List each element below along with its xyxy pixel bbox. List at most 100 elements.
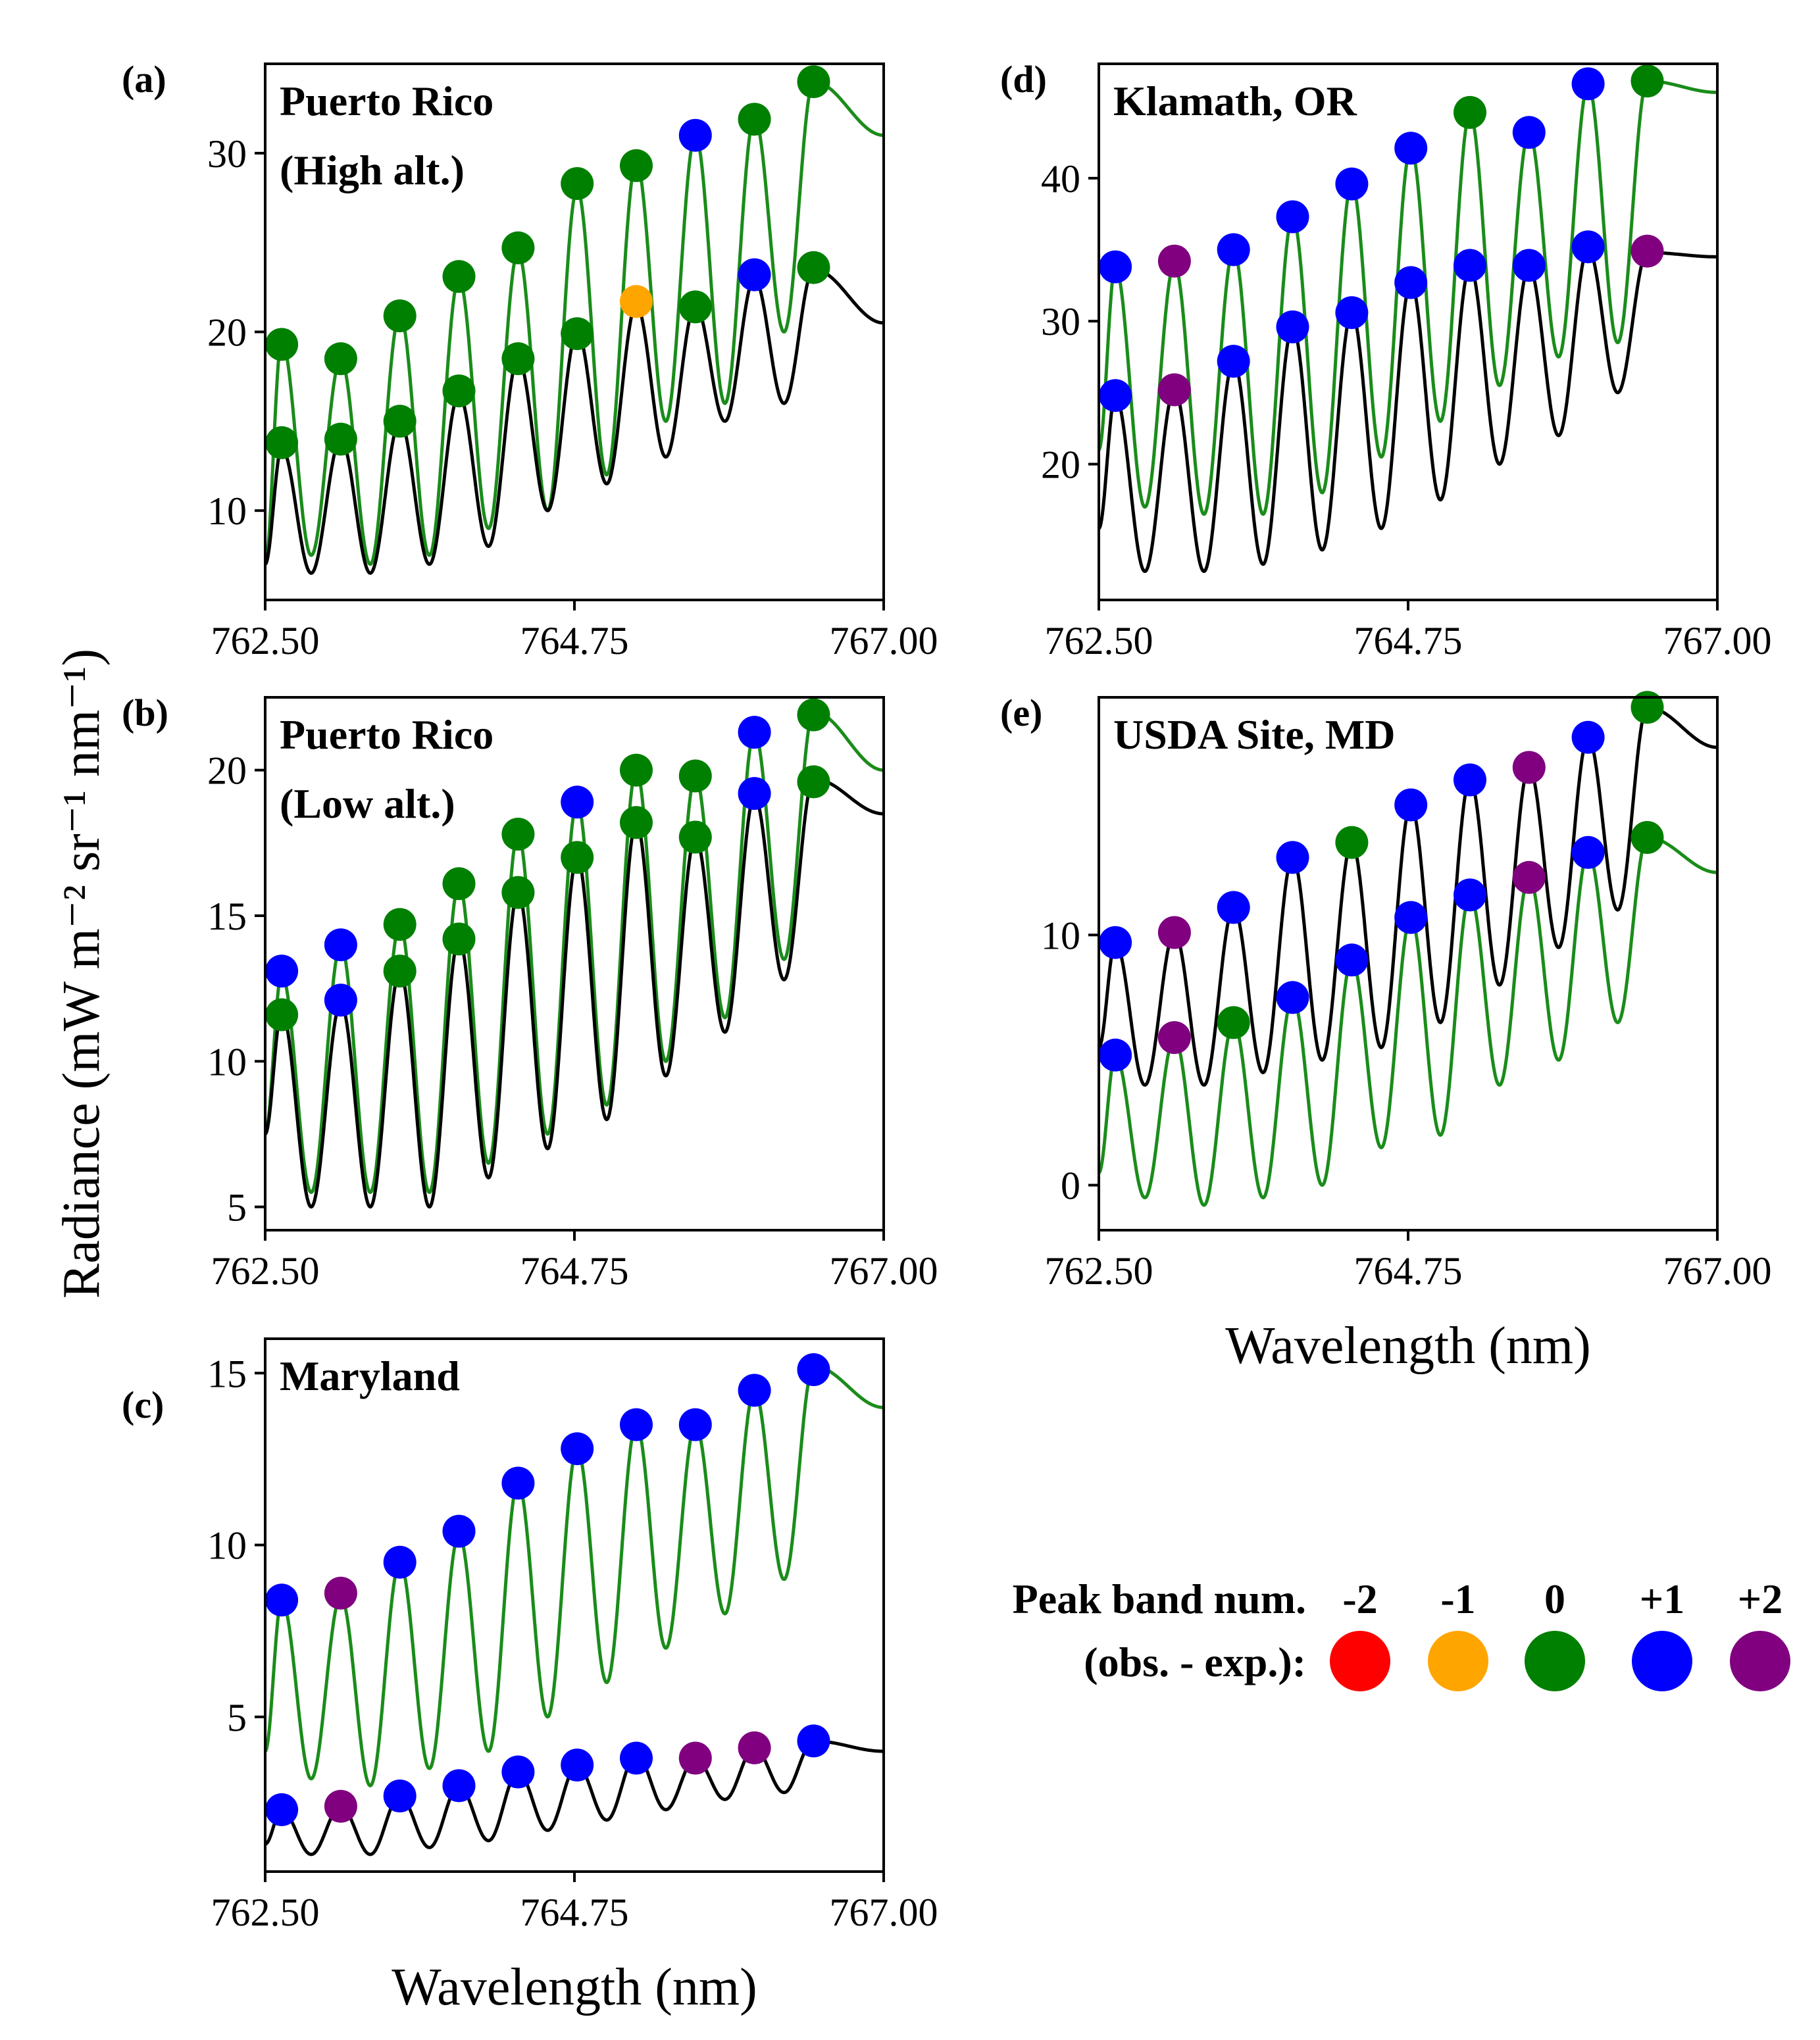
panel-letter-e: (e) xyxy=(1000,691,1042,734)
y-tick-label-e-1: 10 xyxy=(1041,914,1080,957)
panel-title-d-0: Klamath, OR xyxy=(1113,78,1357,124)
peak-marker-b-4 xyxy=(501,818,535,851)
peak-marker-c-0 xyxy=(265,1583,299,1617)
peak-marker-a-10 xyxy=(265,426,299,459)
axes-frame-c xyxy=(264,1337,885,1873)
panel-title-e-0: USDA Site, MD xyxy=(1113,711,1395,758)
panel-a: 762.50 764.75 767.00 10 20 30 (a) Puerto Rico (H… xyxy=(122,58,938,662)
y-tick-label-e-0: 0 xyxy=(1061,1164,1080,1208)
legend-label-3: +1 xyxy=(1640,1576,1684,1622)
peak-marker-b-11 xyxy=(324,983,357,1017)
peak-marker-e-9 xyxy=(1630,691,1664,724)
y-tick-label-c-1: 10 xyxy=(207,1524,247,1568)
x-tick-label-c-2: 767.00 xyxy=(830,1891,938,1934)
peak-marker-b-12 xyxy=(383,955,417,988)
peak-marker-e-14 xyxy=(1335,943,1369,977)
peak-marker-d-2 xyxy=(1217,233,1250,266)
peak-marker-d-19 xyxy=(1630,234,1664,268)
y-tick-label-b-1: 10 xyxy=(207,1040,247,1083)
y-tick-label-a-0: 10 xyxy=(207,489,247,533)
peak-marker-c-14 xyxy=(501,1755,535,1789)
peak-marker-c-11 xyxy=(324,1789,357,1823)
peak-marker-b-3 xyxy=(442,867,476,901)
peak-marker-e-10 xyxy=(1099,1038,1132,1072)
x-tick-label-e-0: 762.50 xyxy=(1045,1249,1153,1293)
x-tick-label-b-2: 767.00 xyxy=(830,1249,938,1293)
peak-marker-c-7 xyxy=(678,1408,712,1441)
peak-marker-b-9 xyxy=(797,698,830,732)
peak-marker-c-17 xyxy=(678,1741,712,1775)
panel-e: 762.50 764.75 767.00 0 10 (e) USDA Site, MD Wav… xyxy=(1000,691,1772,1375)
y-tick-label-b-3: 20 xyxy=(207,749,247,793)
peak-marker-e-3 xyxy=(1276,841,1309,874)
panel-d: 762.50 764.75 767.00 20 30 40 (d) Klamath, OR xyxy=(1000,58,1772,662)
peak-marker-c-2 xyxy=(383,1545,417,1579)
peak-marker-e-8 xyxy=(1571,720,1605,754)
legend-swatch-0 xyxy=(1330,1631,1390,1691)
peak-marker-a-0 xyxy=(265,328,299,361)
peak-marker-a-16 xyxy=(620,285,653,318)
peak-marker-b-5 xyxy=(561,785,594,819)
legend-title-line1: Peak band num. xyxy=(1013,1576,1306,1622)
peak-marker-d-17 xyxy=(1512,249,1546,282)
panel-letter-b: (b) xyxy=(122,691,168,734)
peak-marker-b-15 xyxy=(561,841,594,874)
peak-marker-d-1 xyxy=(1157,244,1191,278)
peak-marker-e-17 xyxy=(1512,860,1546,894)
peak-marker-e-1 xyxy=(1157,916,1191,949)
legend-swatch-3 xyxy=(1632,1631,1692,1691)
panel-letter-c: (c) xyxy=(122,1383,164,1426)
peak-marker-d-12 xyxy=(1217,345,1250,378)
legend-swatch-2 xyxy=(1525,1631,1585,1691)
legend-label-1: -1 xyxy=(1440,1576,1475,1622)
y-tick-label-a-1: 20 xyxy=(207,311,247,355)
peak-marker-c-19 xyxy=(797,1724,830,1758)
panel-c: 762.50 764.75 767.00 5 10 15 (c) Maryland Wavele… xyxy=(122,1337,938,2016)
peak-marker-a-15 xyxy=(561,317,594,351)
legend-label-0: -2 xyxy=(1342,1576,1377,1622)
peak-marker-d-3 xyxy=(1276,200,1309,234)
plot-area-e xyxy=(1099,705,1717,1207)
x-tick-label-a-0: 762.50 xyxy=(211,619,320,662)
x-tick-label-b-1: 764.75 xyxy=(520,1249,629,1293)
peak-marker-b-13 xyxy=(442,922,476,956)
peak-marker-c-9 xyxy=(797,1353,830,1386)
x-tick-label-a-2: 767.00 xyxy=(830,619,938,662)
peak-marker-d-5 xyxy=(1394,132,1428,165)
x-tick-label-a-1: 764.75 xyxy=(520,619,629,662)
peak-marker-d-10 xyxy=(1099,379,1132,412)
peak-marker-e-12 xyxy=(1217,1006,1250,1039)
x-tick-label-c-1: 764.75 xyxy=(520,1891,629,1934)
peak-marker-c-18 xyxy=(738,1731,771,1764)
peak-marker-d-9 xyxy=(1630,64,1664,98)
peak-marker-e-19 xyxy=(1630,821,1664,854)
y-tick-label-a-2: 30 xyxy=(207,132,247,176)
y-tick-label-d-0: 20 xyxy=(1041,443,1080,487)
peak-marker-a-19 xyxy=(797,251,830,284)
legend-label-2: 0 xyxy=(1544,1576,1565,1622)
peak-marker-a-3 xyxy=(442,260,476,293)
panel-b: 762.50 764.75 767.00 5 10 15 20 (b) Puerto Rico (… xyxy=(122,691,938,1293)
peak-marker-d-14 xyxy=(1335,296,1369,330)
peak-marker-a-1 xyxy=(324,342,357,376)
peak-marker-a-8 xyxy=(738,103,771,136)
peak-marker-e-0 xyxy=(1099,926,1132,959)
peak-marker-e-5 xyxy=(1394,788,1428,822)
peak-marker-b-2 xyxy=(383,908,417,941)
peak-marker-e-11 xyxy=(1157,1021,1191,1055)
peak-marker-c-12 xyxy=(383,1779,417,1812)
legend-swatch-1 xyxy=(1428,1631,1488,1691)
series-line-black-a xyxy=(265,267,884,575)
peak-marker-a-18 xyxy=(738,258,771,291)
peak-marker-d-0 xyxy=(1099,250,1132,284)
peak-marker-a-7 xyxy=(678,118,712,152)
peak-marker-b-14 xyxy=(501,876,535,909)
x-tick-label-d-0: 762.50 xyxy=(1045,619,1153,662)
panel-title-c-0: Maryland xyxy=(280,1353,460,1399)
peak-marker-d-6 xyxy=(1453,95,1486,129)
panel-title-a-0: Puerto Rico xyxy=(280,78,493,124)
peak-marker-b-16 xyxy=(620,806,653,839)
peak-marker-a-11 xyxy=(324,422,357,456)
peak-marker-c-5 xyxy=(561,1432,594,1466)
